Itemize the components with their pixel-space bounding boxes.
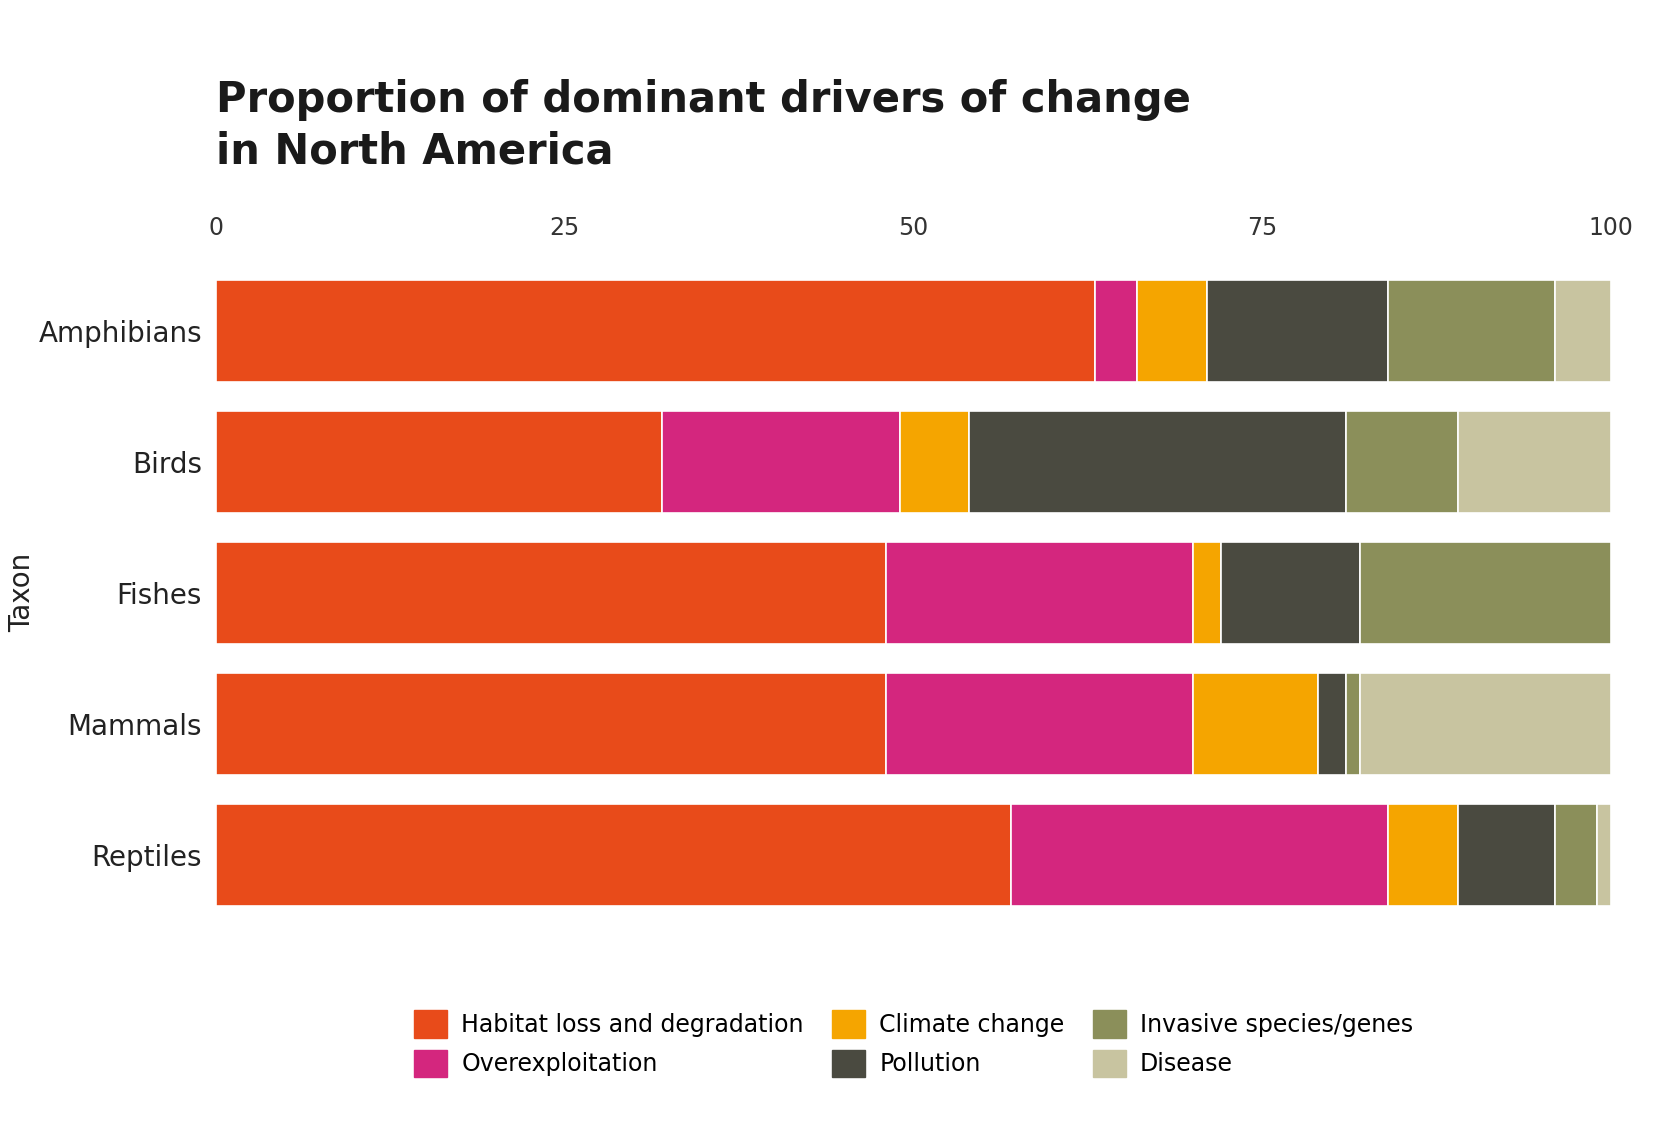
Bar [216, 673, 885, 774]
Bar [216, 411, 663, 513]
Bar [1389, 804, 1458, 905]
Bar [970, 411, 1345, 513]
Bar [663, 411, 900, 513]
Bar [1095, 280, 1136, 382]
Bar [1206, 280, 1389, 382]
Bar [1193, 673, 1319, 774]
Bar [1458, 804, 1555, 905]
Bar [216, 804, 1012, 905]
Bar [900, 411, 970, 513]
Bar [1012, 804, 1389, 905]
Bar [1555, 804, 1598, 905]
Y-axis label: Taxon: Taxon [8, 553, 37, 632]
Bar [885, 673, 1193, 774]
Bar [216, 542, 885, 644]
Legend: Habitat loss and degradation, Overexploitation, Climate change, Pollution, Invas: Habitat loss and degradation, Overexploi… [414, 1010, 1414, 1077]
Bar [885, 542, 1193, 644]
Bar [1221, 542, 1360, 644]
Bar [1458, 411, 1611, 513]
Bar [1360, 542, 1611, 644]
Bar [1193, 542, 1221, 644]
Bar [1319, 673, 1345, 774]
Bar [1598, 804, 1611, 905]
Text: Proportion of dominant drivers of change
in North America: Proportion of dominant drivers of change… [216, 79, 1191, 173]
Bar [1389, 280, 1555, 382]
Bar [216, 280, 1095, 382]
Bar [1136, 280, 1206, 382]
Bar [1360, 673, 1611, 774]
Bar [1345, 411, 1458, 513]
Bar [1345, 673, 1360, 774]
Bar [1555, 280, 1611, 382]
